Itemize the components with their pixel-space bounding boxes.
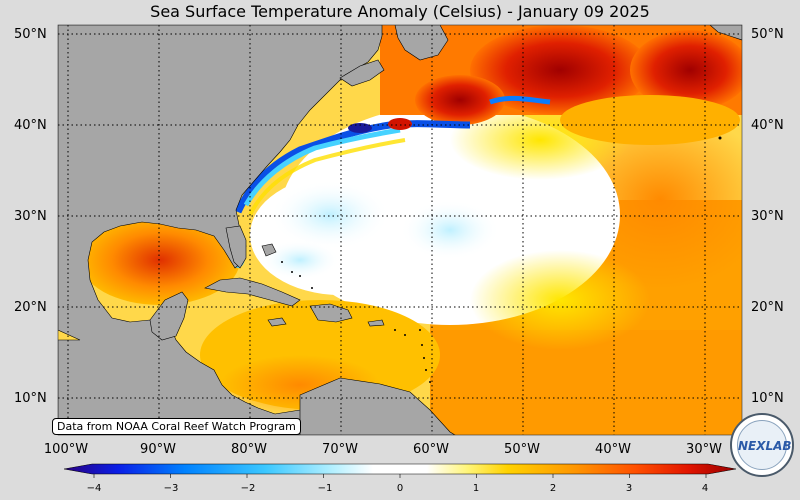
lat-label-20n-right: 20°N: [751, 300, 784, 315]
lat-label-50n-left: 50°N: [14, 27, 47, 42]
cb-label-1: 1: [472, 483, 480, 494]
lat-label-10n-right: 10°N: [751, 391, 784, 406]
land: [58, 25, 742, 435]
yellow-patch-b: [470, 250, 650, 350]
lat-label-40n-right: 40°N: [751, 118, 784, 133]
warm-ne-bottom: [560, 95, 740, 145]
cool-streak-north: [489, 95, 551, 105]
lat-label-10n-left: 10°N: [14, 391, 47, 406]
hot-northeast-b: [415, 75, 505, 125]
cb-label-0: 0: [396, 483, 404, 494]
data-credit: Data from NOAA Coral Reef Watch Program: [52, 418, 301, 435]
greenland-edge: [709, 25, 742, 41]
gulf-stream-cold-band: [234, 120, 471, 214]
nexlab-logo: NEXLAB: [730, 413, 794, 477]
cb-label-2: 2: [549, 483, 557, 494]
caribbean-islands: [204, 243, 456, 435]
cold-eddy: [348, 123, 372, 133]
map-frame: [57, 24, 743, 436]
lon-label-50w: 50°W: [504, 442, 540, 457]
cool-patch-b: [400, 200, 500, 260]
cb-label-neg3: −3: [163, 483, 179, 494]
nova-scotia: [339, 59, 385, 87]
gulf-stream-warm-edge: [248, 138, 406, 216]
cb-label-neg2: −2: [240, 483, 256, 494]
lat-label-30n-left: 30°N: [14, 209, 47, 224]
lon-label-70w: 70°W: [322, 442, 358, 457]
logo-text: NEXLAB: [738, 439, 792, 453]
newfoundland: [394, 25, 449, 61]
cb-label-3: 3: [625, 483, 633, 494]
colorbar-ticks: [93, 474, 707, 478]
bahamas: [261, 243, 277, 257]
lat-label-30n-right: 30°N: [751, 209, 784, 224]
logo-inner: NEXLAB: [737, 420, 792, 470]
lon-label-80w: 80°W: [231, 442, 267, 457]
graticule: [58, 25, 742, 435]
lon-label-90w: 90°W: [140, 442, 176, 457]
lat-label-50n-right: 50°N: [751, 27, 784, 42]
jamaica: [267, 317, 287, 327]
lat-label-40n-left: 40°N: [14, 118, 47, 133]
florida: [225, 225, 247, 269]
lon-label-60w: 60°W: [413, 442, 449, 457]
hot-northeast-a: [470, 25, 650, 115]
cb-label-neg1: −1: [317, 483, 333, 494]
cuba: [204, 277, 301, 307]
cool-patch-c: [260, 240, 340, 280]
lon-label-100w: 100°W: [43, 442, 89, 457]
hot-northeast-c: [630, 30, 742, 110]
colorbar: [63, 463, 737, 478]
gulf-of-mexico-warm: [80, 215, 240, 305]
lat-label-20n-left: 20°N: [14, 300, 47, 315]
south-america: [299, 377, 456, 435]
cb-label-4: 4: [701, 483, 709, 494]
page-title: Sea Surface Temperature Anomaly (Celsius…: [150, 2, 650, 21]
warm-eddy: [388, 118, 412, 130]
gulf-stream-cyan: [243, 127, 401, 207]
lon-label-40w: 40°W: [595, 442, 631, 457]
puerto-rico: [367, 319, 385, 327]
lon-label-30w: 30°W: [686, 442, 722, 457]
cool-patch-a: [270, 180, 390, 250]
cb-label-neg4: −4: [86, 483, 102, 494]
colorbar-bar: [63, 463, 737, 475]
lesser-antilles: [281, 136, 722, 383]
